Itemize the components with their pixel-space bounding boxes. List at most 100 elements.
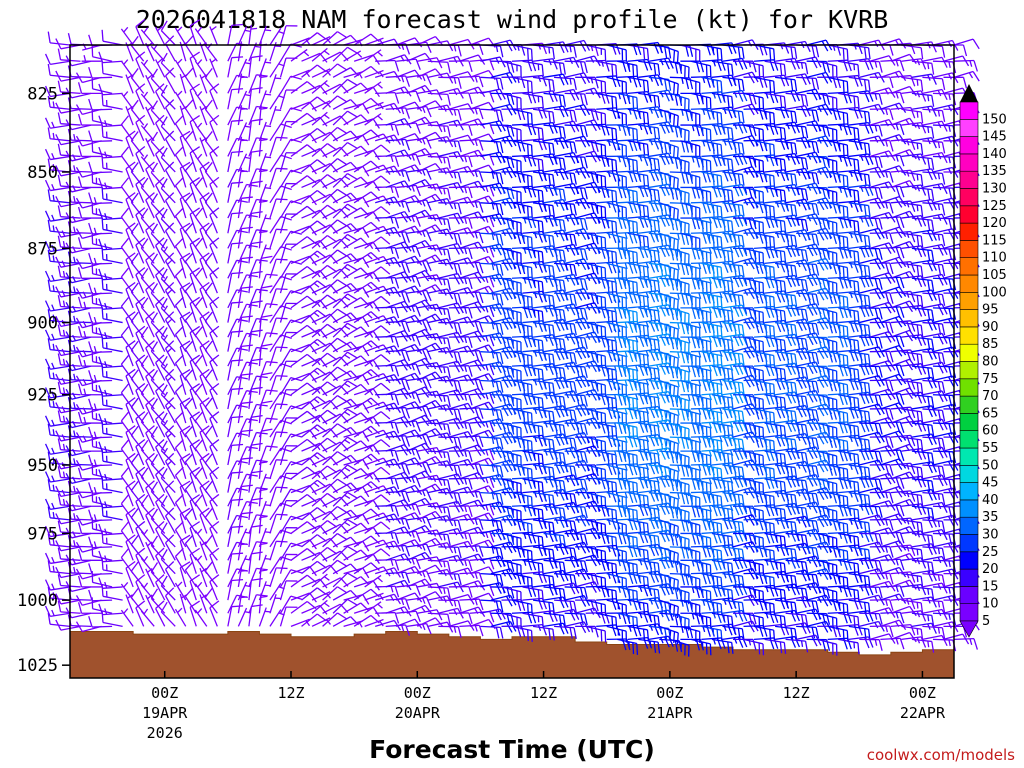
barb-staff xyxy=(160,187,176,204)
barb-flag xyxy=(77,354,83,367)
barb-staff xyxy=(184,461,197,480)
wind-barb xyxy=(160,147,176,173)
barb-flag xyxy=(75,375,83,386)
wind-barb xyxy=(194,383,208,410)
wind-barb xyxy=(120,439,134,466)
barb-flag xyxy=(135,51,146,60)
barb-half-flag xyxy=(411,276,415,283)
barb-flag xyxy=(241,344,253,348)
barb-flag xyxy=(101,531,104,544)
barb-flag xyxy=(447,188,451,200)
barb-half-flag xyxy=(401,572,405,579)
wind-barb xyxy=(184,130,197,157)
wind-barb xyxy=(88,34,113,47)
barb-flag xyxy=(101,611,104,623)
barb-flag xyxy=(209,493,220,502)
wind-barb xyxy=(130,311,145,338)
wind-barb xyxy=(44,179,71,192)
barb-flag xyxy=(135,325,146,334)
barb-half-flag xyxy=(431,512,437,519)
barb-staff xyxy=(50,106,71,110)
barb-half-flag xyxy=(82,350,87,357)
wind-barb xyxy=(120,383,134,410)
barb-flag xyxy=(199,311,210,319)
barb-half-flag xyxy=(390,532,394,540)
wind-barb xyxy=(427,346,454,358)
barb-flag xyxy=(135,382,146,392)
barb-staff xyxy=(269,168,277,188)
barb-flag xyxy=(337,337,348,346)
barb-staff xyxy=(135,554,145,574)
wind-barb xyxy=(120,608,134,627)
barb-flag xyxy=(236,229,248,234)
wind-barb xyxy=(67,190,92,204)
barb-flag xyxy=(77,411,83,424)
wind-barb xyxy=(269,167,288,188)
barb-flag xyxy=(189,19,200,27)
barb-flag xyxy=(231,471,244,474)
barb-flag xyxy=(326,294,338,303)
barb-flag xyxy=(380,411,391,420)
barb-flag xyxy=(160,298,168,309)
barb-flag xyxy=(434,68,444,78)
barb-half-flag xyxy=(313,482,320,488)
barb-staff xyxy=(343,316,364,324)
wind-barb xyxy=(150,131,166,157)
wind-barb xyxy=(227,301,244,323)
barb-staff xyxy=(92,76,113,79)
wind-barb xyxy=(160,384,176,410)
barb-staff xyxy=(279,25,287,46)
wind-barb xyxy=(204,282,218,309)
barb-staff xyxy=(125,487,134,507)
wind-barb xyxy=(130,425,145,452)
barb-staff xyxy=(204,462,218,480)
barb-flag xyxy=(44,579,51,591)
barb-staff xyxy=(248,152,252,173)
barb-flag xyxy=(75,72,83,83)
barb-flag xyxy=(165,281,175,291)
barb-staff xyxy=(189,445,197,466)
wind-barb xyxy=(155,237,166,264)
barb-staff xyxy=(237,198,243,219)
wind-barb xyxy=(130,162,145,188)
wind-barb xyxy=(279,107,302,126)
barb-flag xyxy=(98,115,104,127)
barb-flag xyxy=(457,322,462,335)
wind-barb xyxy=(101,277,123,294)
barb-half-flag xyxy=(260,107,268,110)
barb-staff xyxy=(120,28,134,46)
barb-half-flag xyxy=(62,329,66,337)
barb-flag xyxy=(130,68,139,78)
barb-flag xyxy=(231,498,244,501)
barb-half-flag xyxy=(313,398,320,404)
wind-barb xyxy=(248,288,268,309)
barb-flag xyxy=(194,467,204,477)
wind-barb xyxy=(364,49,383,62)
barb-staff xyxy=(164,488,176,507)
barb-flag xyxy=(280,334,292,339)
wind-barb xyxy=(120,237,134,264)
barb-flag xyxy=(88,563,93,575)
barb-half-flag xyxy=(52,255,55,262)
barb-staff xyxy=(194,363,208,381)
barb-staff xyxy=(396,90,417,94)
barb-half-flag xyxy=(411,449,415,456)
wind-barb xyxy=(237,473,258,493)
barb-staff xyxy=(135,90,145,110)
barb-flag xyxy=(251,386,263,390)
wind-barb xyxy=(209,466,220,493)
barb-staff xyxy=(199,487,208,507)
barb-half-flag xyxy=(464,365,468,373)
wind-barb xyxy=(67,507,92,521)
barb-half-flag xyxy=(52,343,55,351)
barb-flag xyxy=(130,480,139,491)
barb-staff xyxy=(385,571,406,575)
wind-barb xyxy=(204,508,218,534)
barb-flag xyxy=(372,241,380,253)
barb-staff xyxy=(269,459,277,480)
barb-half-flag xyxy=(61,348,66,356)
barb-flag xyxy=(309,164,317,175)
barb-flag xyxy=(88,34,93,46)
barb-half-flag xyxy=(390,394,394,401)
barb-half-flag xyxy=(73,402,76,409)
